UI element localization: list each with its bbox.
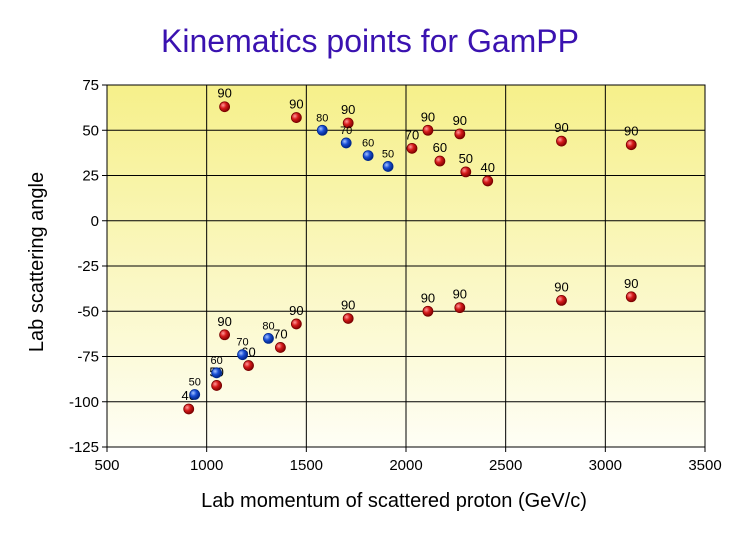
point-label: 90 — [624, 124, 638, 139]
point-label: 90 — [341, 297, 355, 312]
point-label: 90 — [421, 290, 435, 305]
y-axis-ticks: 75 50 25 0 -25 -50 -75 -100 -125 — [69, 77, 107, 456]
blue-data-point — [340, 137, 352, 149]
red-data-point — [556, 294, 567, 306]
point-label: 90 — [554, 279, 568, 294]
point-label: 90 — [217, 314, 231, 329]
y-tick-label: 75 — [82, 77, 99, 94]
point-label: 80 — [262, 320, 274, 332]
y-tick-label: -100 — [69, 394, 99, 411]
y-tick-label: -50 — [77, 303, 99, 320]
y-tick-label: -25 — [77, 258, 99, 275]
y-tick-label: -75 — [77, 349, 99, 366]
point-label: 90 — [624, 276, 638, 291]
red-data-point — [625, 139, 637, 151]
red-data-point — [422, 305, 434, 317]
point-label: 90 — [217, 86, 231, 101]
point-label: 90 — [341, 102, 355, 117]
plot-border — [106, 84, 706, 448]
point-label: 90 — [554, 120, 568, 135]
red-data-point — [290, 318, 302, 330]
point-label: 90 — [453, 287, 467, 302]
blue-data-point — [382, 161, 394, 172]
point-label: 40 — [480, 160, 494, 175]
y-tick-label: 0 — [91, 213, 99, 230]
point-label: 50 — [382, 148, 394, 160]
point-label: 50 — [189, 377, 201, 389]
point-label: 50 — [459, 151, 473, 166]
blue-data-point — [316, 124, 328, 136]
y-tick-label: -125 — [69, 439, 99, 456]
point-label: 80 — [316, 112, 328, 124]
red-data-point — [556, 135, 567, 147]
red-data-point — [290, 112, 302, 123]
red-data-point — [211, 380, 223, 391]
y-tick-label: 50 — [82, 122, 99, 139]
point-label: 70 — [340, 125, 352, 137]
red-data-point — [342, 313, 354, 324]
x-tick-label: 2500 — [489, 457, 522, 474]
blue-data-point — [263, 332, 274, 344]
x-tick-label: 3500 — [688, 457, 721, 474]
red-data-point — [460, 166, 472, 178]
red-data-point — [454, 302, 466, 314]
red-data-point — [454, 128, 466, 140]
red-data-point — [625, 291, 637, 303]
red-data-point — [219, 329, 231, 341]
point-label: 60 — [362, 138, 374, 150]
point-label: 90 — [289, 97, 303, 112]
y-axis-title: Lab scattering angle — [26, 172, 48, 352]
blue-data-point — [362, 150, 374, 161]
point-label: 70 — [236, 337, 248, 349]
x-axis-title: Lab momentum of scattered proton (GeV/c) — [201, 490, 587, 512]
red-data-point — [219, 101, 231, 113]
red-data-point — [183, 403, 195, 415]
red-data-point — [342, 117, 354, 129]
x-tick-label: 500 — [94, 457, 119, 474]
point-label: 70 — [273, 326, 287, 341]
x-tick-label: 1000 — [190, 457, 223, 474]
x-tick-label: 3000 — [589, 457, 622, 474]
chart-title: Kinematics points for GamPP — [161, 23, 579, 59]
point-label: 90 — [453, 113, 467, 128]
point-label: 90 — [421, 109, 435, 124]
y-tick-label: 25 — [82, 168, 99, 185]
red-data-point — [406, 142, 418, 154]
red-data-point — [422, 124, 434, 136]
x-axis-ticks: 500 1000 1500 2000 2500 3000 3500 — [94, 447, 722, 474]
point-label: 60 — [433, 140, 447, 155]
x-tick-label: 1500 — [290, 457, 323, 474]
blue-data-point — [189, 389, 201, 400]
red-data-point — [434, 155, 446, 167]
point-label: 70 — [405, 127, 419, 142]
red-data-point — [482, 175, 494, 187]
point-label: 60 — [211, 355, 223, 367]
red-data-point — [243, 360, 254, 371]
blue-data-point — [237, 349, 248, 361]
red-data-point — [275, 342, 286, 353]
point-label: 90 — [289, 303, 303, 318]
blue-data-point — [211, 367, 223, 379]
x-tick-label: 2000 — [389, 457, 422, 474]
